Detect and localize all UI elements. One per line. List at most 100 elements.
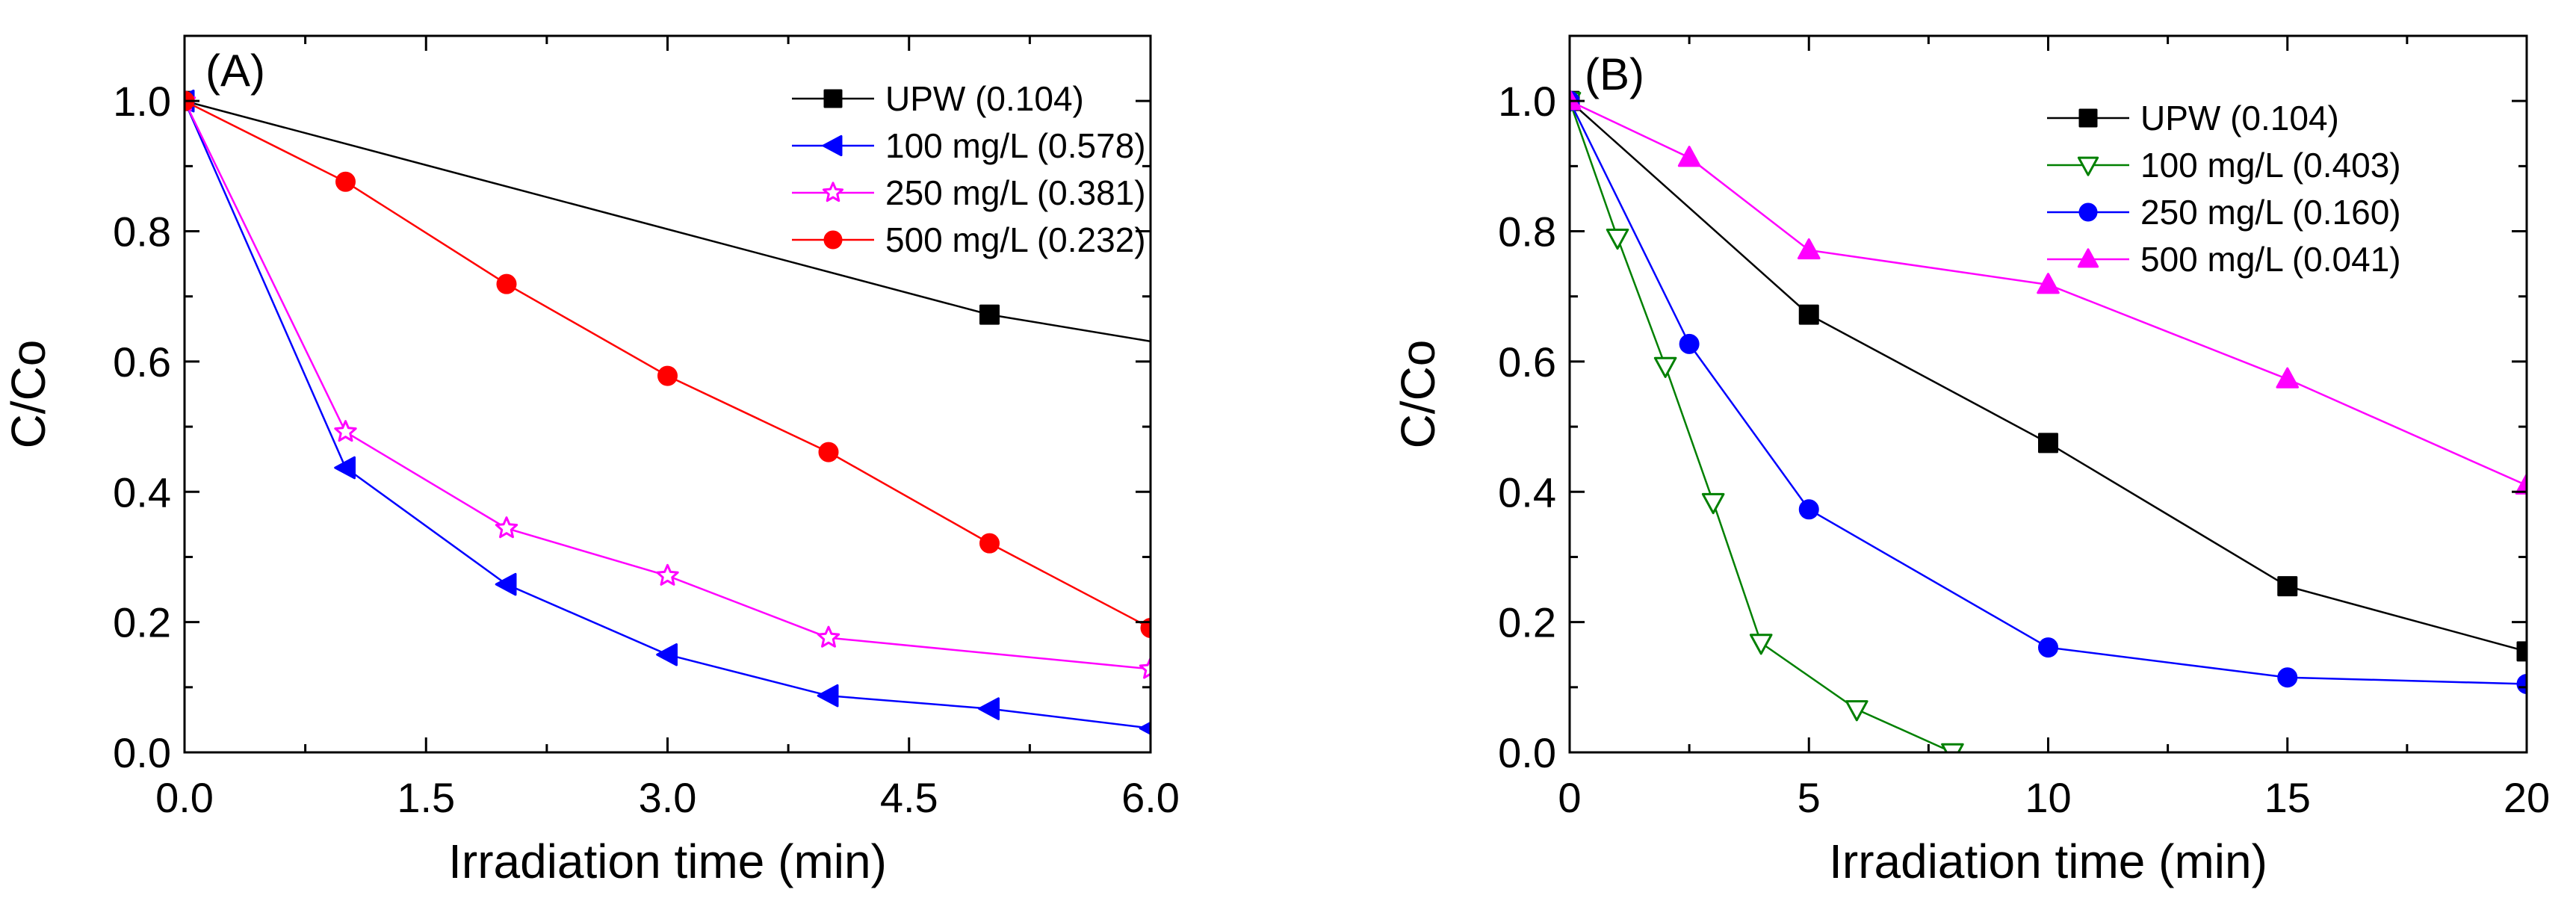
panel-b-data-point bbox=[2038, 433, 2058, 454]
panel-b-data-point bbox=[2516, 673, 2527, 694]
panel-a-legend-marker bbox=[823, 230, 843, 250]
panel-a-legend-item: 250 mg/L (0.381) bbox=[792, 173, 1146, 212]
panel-b-legend-marker bbox=[2077, 248, 2099, 268]
panel-a-series-line bbox=[185, 100, 1151, 670]
panel-b-legend-label: 100 mg/L (0.403) bbox=[2140, 146, 2401, 185]
panel-b-data-point bbox=[2516, 641, 2527, 662]
panel-a-plot-area bbox=[185, 89, 1321, 735]
panel-b-legend-label: 250 mg/L (0.160) bbox=[2140, 193, 2401, 232]
panel-a-data-point bbox=[1140, 617, 1151, 638]
panel-b-legend-item: UPW (0.104) bbox=[2047, 99, 2339, 137]
panel-b-y-tick-label: 0.8 bbox=[1498, 208, 1556, 256]
panel-a-data-point bbox=[334, 456, 356, 480]
panel-b-y-tick-label: 0.2 bbox=[1498, 599, 1556, 646]
panel-a-legend-marker bbox=[822, 134, 843, 157]
panel-b-panel-label: (B) bbox=[1585, 49, 1644, 99]
panel-b-legend-item: 100 mg/L (0.403) bbox=[2047, 146, 2401, 185]
panel-b-legend-label: 500 mg/L (0.041) bbox=[2140, 240, 2401, 279]
panel-b-data-point bbox=[1677, 146, 1701, 167]
panel-b-x-tick-label: 0 bbox=[1558, 774, 1581, 821]
panel-a-y-tick-label: 1.0 bbox=[113, 78, 171, 125]
panel-a-data-point bbox=[335, 171, 356, 192]
panel-a-legend-label: 100 mg/L (0.578) bbox=[885, 126, 1146, 165]
panel-a-data-point bbox=[817, 684, 839, 708]
panel-b-legend-marker bbox=[2078, 108, 2098, 128]
panel-b-series-3 bbox=[1570, 90, 2527, 694]
panel-b-legend-label: UPW (0.104) bbox=[2140, 99, 2339, 137]
panel-b-data-point bbox=[1570, 89, 1582, 111]
panel-a-legend-item: 500 mg/L (0.232) bbox=[792, 220, 1146, 259]
panel-a-legend-label: UPW (0.104) bbox=[885, 79, 1084, 118]
panel-a-legend-label: 250 mg/L (0.381) bbox=[885, 173, 1146, 212]
panel-a-data-point bbox=[1139, 657, 1151, 679]
panel-a-data-point bbox=[979, 533, 1000, 554]
panel-a-y-tick-label: 0.2 bbox=[113, 599, 171, 646]
panel-a-data-point bbox=[818, 442, 839, 462]
panel-b-data-point bbox=[2038, 637, 2058, 658]
panel-b-x-tick-label: 20 bbox=[2504, 774, 2550, 821]
panel-a-y-tick-label: 0.8 bbox=[113, 208, 171, 256]
panel-b-data-point bbox=[1798, 304, 1819, 325]
panel-a-x-tick-label: 0.0 bbox=[155, 774, 214, 821]
panel-b-x-tick-label: 15 bbox=[2264, 774, 2311, 821]
panel-b-plot-area bbox=[1570, 89, 2527, 752]
panel-a-legend-item: UPW (0.104) bbox=[792, 79, 1084, 118]
panel-b-series-line bbox=[1570, 100, 2527, 486]
panel-b-data-point bbox=[2277, 667, 2298, 688]
panel-a-x-tick-label: 1.5 bbox=[397, 774, 455, 821]
panel-b-y-axis-title: C/Co bbox=[1391, 340, 1445, 449]
panel-b-y-tick-label: 1.0 bbox=[1498, 78, 1556, 125]
panel-b-data-point bbox=[1679, 333, 1700, 354]
panel-a-y-axis-title: C/Co bbox=[1, 340, 55, 449]
panel-b-y-tick-label: 0.6 bbox=[1498, 338, 1556, 386]
panel-a-data-point bbox=[657, 365, 678, 386]
panel-b-legend: UPW (0.104) 100 mg/L (0.403) 250 mg/L (0.1… bbox=[2047, 99, 2401, 279]
panel-b-data-point bbox=[1798, 499, 1819, 520]
panel-a-x-axis-title: Irradiation time (min) bbox=[448, 835, 887, 888]
panel-a-y-tick-label: 0.0 bbox=[113, 729, 171, 776]
panel-b-data-point bbox=[1797, 238, 1821, 260]
panel-b-legend-item: 250 mg/L (0.160) bbox=[2047, 193, 2401, 232]
panel-a-data-point bbox=[656, 563, 679, 586]
panel-b-data-point bbox=[2515, 473, 2527, 495]
panel-b-x-tick-label: 10 bbox=[2025, 774, 2071, 821]
panel-b-y-tick-label: 0.4 bbox=[1498, 468, 1556, 516]
panel-b-x-axis-title: Irradiation time (min) bbox=[1829, 835, 2267, 888]
panel-a-series-4 bbox=[185, 90, 1151, 638]
panel-b: 0 5 10 15 20 0.0 0.2 0.4 0.6 0.8 1.0 Irradiation ti… bbox=[1391, 34, 2550, 888]
panel-a-x-tick-label: 4.5 bbox=[880, 774, 938, 821]
panel-b-data-point bbox=[1606, 228, 1629, 250]
panel-a-y-tick-label: 0.4 bbox=[113, 468, 171, 516]
panel-a-data-point bbox=[334, 420, 357, 442]
panel-a-legend-marker bbox=[823, 89, 843, 108]
panel-a-y-tick-label: 0.6 bbox=[113, 338, 171, 386]
panel-a-data-point bbox=[817, 625, 840, 648]
panel-b-series-line bbox=[1570, 100, 2527, 685]
panel-a-data-point bbox=[978, 697, 1000, 720]
panel-a-series-3 bbox=[185, 89, 1151, 679]
panel-a-legend-marker bbox=[822, 182, 844, 202]
panel-b-data-point bbox=[1749, 634, 1773, 655]
panel-a-data-point bbox=[1303, 359, 1321, 377]
panel-a-series-1 bbox=[185, 90, 1321, 377]
panel-b-data-point bbox=[2276, 367, 2300, 389]
panel-a-data-point bbox=[495, 516, 518, 539]
panel-a-data-point bbox=[656, 643, 678, 666]
panel-b-legend-marker bbox=[2078, 202, 2098, 222]
panel-a-legend-label: 500 mg/L (0.232) bbox=[885, 220, 1146, 259]
panel-a-x-tick-label: 6.0 bbox=[1121, 774, 1180, 821]
panel-b-data-point bbox=[1653, 356, 1677, 378]
panel-a-x-tick-label: 3.0 bbox=[639, 774, 697, 821]
panel-b-data-point bbox=[1941, 743, 1964, 752]
panel-b-data-point bbox=[2277, 576, 2298, 597]
panel-b-legend-marker bbox=[2077, 156, 2099, 176]
panel-b-series-4 bbox=[1570, 89, 2527, 495]
panel-b-data-point bbox=[2037, 273, 2060, 294]
panel-a-data-point bbox=[979, 304, 1000, 325]
panel-a-legend-item: 100 mg/L (0.578) bbox=[792, 126, 1146, 165]
panel-a-data-point bbox=[496, 273, 517, 294]
panel-a-panel-label: (A) bbox=[205, 46, 265, 96]
panel-b-x-tick-label: 5 bbox=[1798, 774, 1821, 821]
panel-b-legend-item: 500 mg/L (0.041) bbox=[2047, 240, 2401, 279]
